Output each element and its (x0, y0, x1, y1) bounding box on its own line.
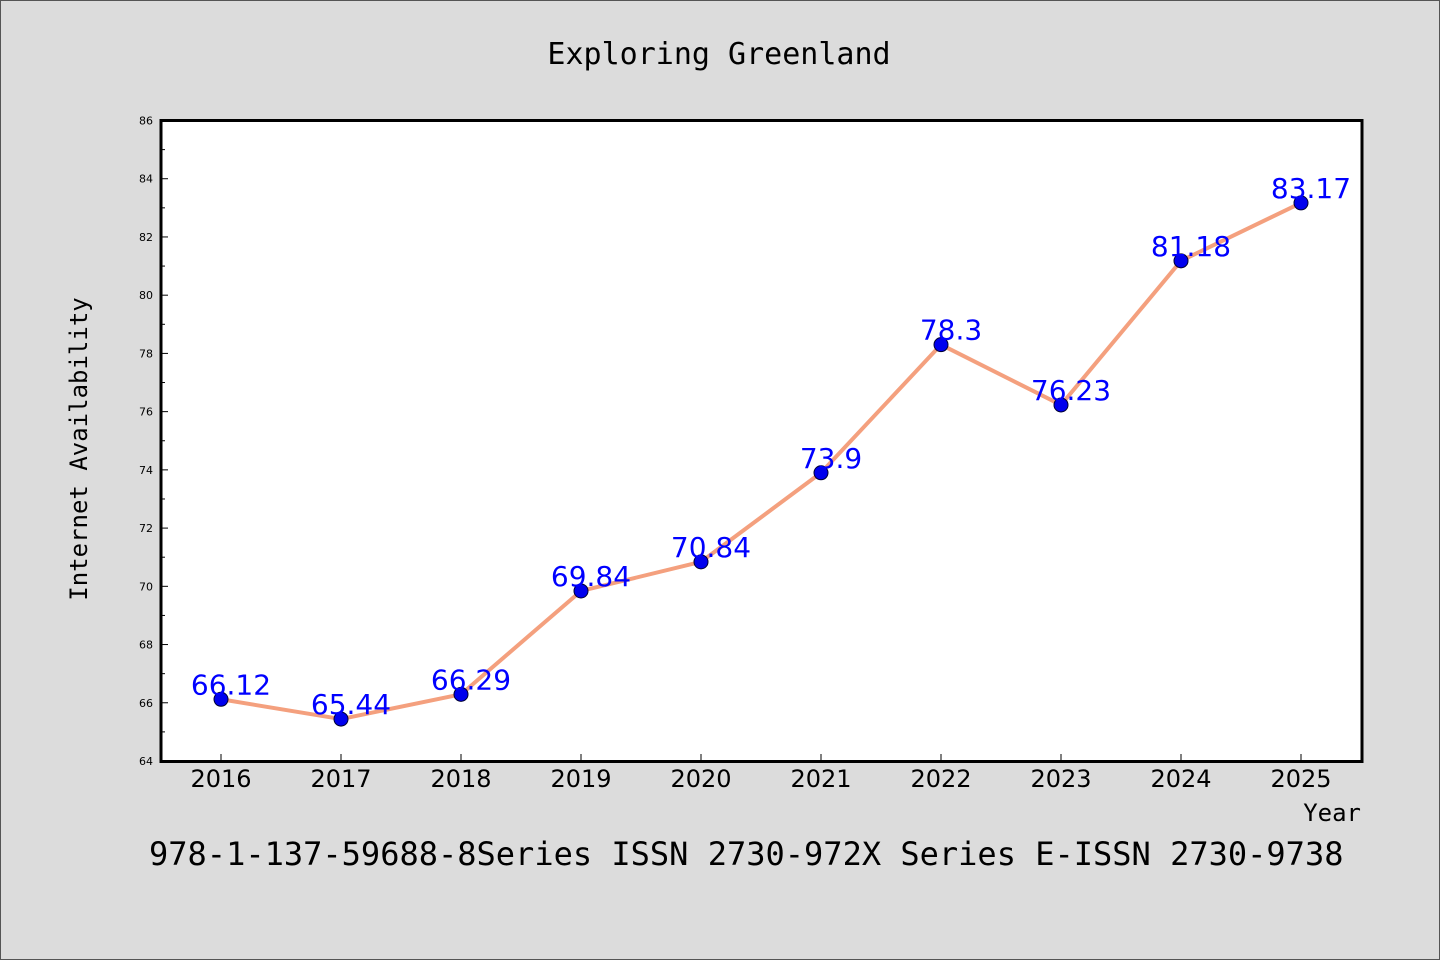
y-tick-label: 76 (139, 406, 153, 419)
data-label: 69.84 (551, 560, 631, 593)
data-point-marker (1173, 253, 1189, 269)
y-tick-label: 82 (139, 231, 153, 244)
y-tick-label: 64 (139, 755, 153, 768)
y-tick-label: 86 (139, 115, 153, 128)
chart-title: Exploring Greenland (547, 37, 890, 72)
y-tick-label: 80 (139, 289, 153, 302)
data-label: 83.17 (1271, 172, 1351, 205)
data-point-marker (1053, 397, 1069, 413)
data-label: 76.23 (1031, 374, 1111, 407)
data-point-marker (213, 691, 229, 707)
series-line (220, 201, 1302, 722)
y-tick-label: 78 (139, 347, 153, 360)
data-label: 78.3 (920, 314, 982, 347)
series-line-group: 66.12 65.44 66.29 69.84 70.84 73.9 78.3 76.23 81… (191, 172, 1351, 727)
y-axis-label: Internet Availability (65, 297, 93, 600)
data-label: 66.29 (431, 663, 511, 696)
data-point-marker (693, 554, 709, 570)
x-tick-label: 2018 (430, 765, 491, 793)
y-tick-label: 70 (139, 580, 153, 593)
x-tick-label: 2025 (1270, 765, 1331, 793)
data-label: 65.44 (311, 688, 391, 721)
data-point-marker (453, 686, 469, 702)
x-tick-label: 2024 (1150, 765, 1211, 793)
data-label: 70.84 (671, 531, 751, 564)
x-tick-label: 2019 (550, 765, 611, 793)
y-tick-label: 68 (139, 639, 153, 652)
x-tick-label: 2023 (1030, 765, 1091, 793)
data-label: 66.12 (191, 668, 271, 701)
data-label: 73.9 (800, 442, 862, 475)
y-axis: 64 66 68 70 72 74 76 78 80 82 84 86 (139, 115, 168, 768)
data-label: 81.18 (1151, 230, 1231, 263)
y-tick-label: 66 (139, 697, 153, 710)
x-tick-label: 2022 (910, 765, 971, 793)
plot-area (159, 119, 1364, 763)
y-tick-label: 84 (139, 173, 153, 186)
data-point-marker (573, 583, 589, 599)
footer-isbn-text: 978-1-137-59688-8Series ISSN 2730-972X S… (149, 835, 1343, 873)
x-tick-label: 2021 (790, 765, 851, 793)
data-point-marker (813, 465, 829, 481)
data-point-marker (933, 337, 949, 353)
x-axis-label: Year (1303, 799, 1361, 827)
x-tick-label: 2017 (310, 765, 371, 793)
data-point-marker (333, 711, 349, 727)
y-tick-label: 72 (139, 522, 153, 535)
x-tick-label: 2016 (190, 765, 251, 793)
y-tick-label: 74 (139, 464, 153, 477)
x-tick-label: 2020 (670, 765, 731, 793)
data-point-marker (1293, 195, 1309, 211)
x-axis: 2016 2017 2018 2019 2020 2021 2022 2023 2024 2025 (190, 754, 1332, 793)
